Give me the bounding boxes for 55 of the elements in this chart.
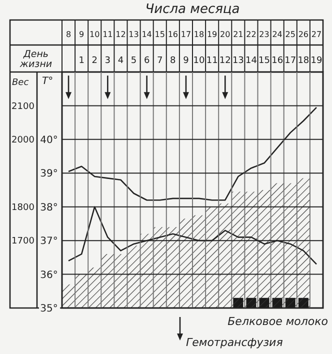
legend-label: Гемотрансфузия <box>186 336 284 349</box>
x2-tick-label: 7 <box>157 56 163 66</box>
y-tick-label: 35° <box>40 304 58 314</box>
x2-tick-label: 8 <box>170 56 176 66</box>
y-tick-label: 39° <box>40 168 58 180</box>
x-tick-label: 12 <box>116 30 126 39</box>
y2-tick-label: 1800 <box>12 203 35 214</box>
x2-tick-label: 1 <box>78 56 84 66</box>
x-tick-label: 11 <box>102 30 113 39</box>
y2-tick-label: 1700 <box>12 236 35 247</box>
x-tick-label: 18 <box>194 30 204 39</box>
x2-tick-label: 3 <box>104 56 111 66</box>
y2-tick-label: 2000 <box>12 136 35 146</box>
x-tick-label: 25 <box>285 30 296 39</box>
x2-tick-label: 18 <box>298 56 310 66</box>
x-tick-label: 10 <box>90 30 100 39</box>
x-tick-label: 21 <box>233 30 244 39</box>
x2-tick-label: 13 <box>232 56 244 66</box>
x-tick-label: 24 <box>272 30 282 39</box>
x2-tick-label: 16 <box>272 56 284 66</box>
y-tick-label: 40° <box>40 134 58 146</box>
y-tick-label: 36° <box>40 270 58 281</box>
chart-title: Числа месяца <box>145 2 240 17</box>
x-tick-label: 23 <box>259 30 270 39</box>
x2-tick-label: 11 <box>206 56 218 66</box>
x-tick-label: 16 <box>168 30 178 39</box>
y-tick-label: 37° <box>40 236 58 248</box>
x-tick-label: 17 <box>180 30 192 39</box>
x-tick-label: 20 <box>220 30 230 39</box>
x-tick-label: 8 <box>66 30 72 39</box>
y-tick-label: 38° <box>40 202 58 214</box>
x2-tick-label: 4 <box>118 56 124 66</box>
x2-tick-label: 6 <box>144 56 150 66</box>
x-tick-label: 26 <box>298 30 309 39</box>
series-label: Белковое молоко <box>228 315 328 328</box>
x2-tick-label: 10 <box>193 56 206 66</box>
x2-tick-label: 12 <box>219 56 231 66</box>
x2-tick-label: 19 <box>310 56 322 66</box>
x-tick-label: 15 <box>154 30 165 39</box>
x2-tick-label: 5 <box>130 56 137 66</box>
x2-tick-label: 9 <box>183 56 190 66</box>
x-tick-label: 14 <box>142 30 152 39</box>
x-tick-label: 9 <box>79 30 84 39</box>
x-tick-label: 19 <box>206 30 218 39</box>
x2-tick-label: 14 <box>246 56 258 66</box>
x2-tick-label: 15 <box>258 56 270 66</box>
y2-tick-label: 2100 <box>12 102 35 112</box>
y-axis-title: T° <box>42 76 54 87</box>
x2-axis-title: День жизни <box>18 49 52 70</box>
x2-tick-label: 17 <box>284 56 296 66</box>
x2-tick-label: 2 <box>92 56 98 66</box>
y2-axis-title: Вес <box>12 78 29 88</box>
x-tick-label: 27 <box>311 30 322 39</box>
x-tick-label: 22 <box>246 30 256 39</box>
x-tick-label: 13 <box>128 30 139 39</box>
